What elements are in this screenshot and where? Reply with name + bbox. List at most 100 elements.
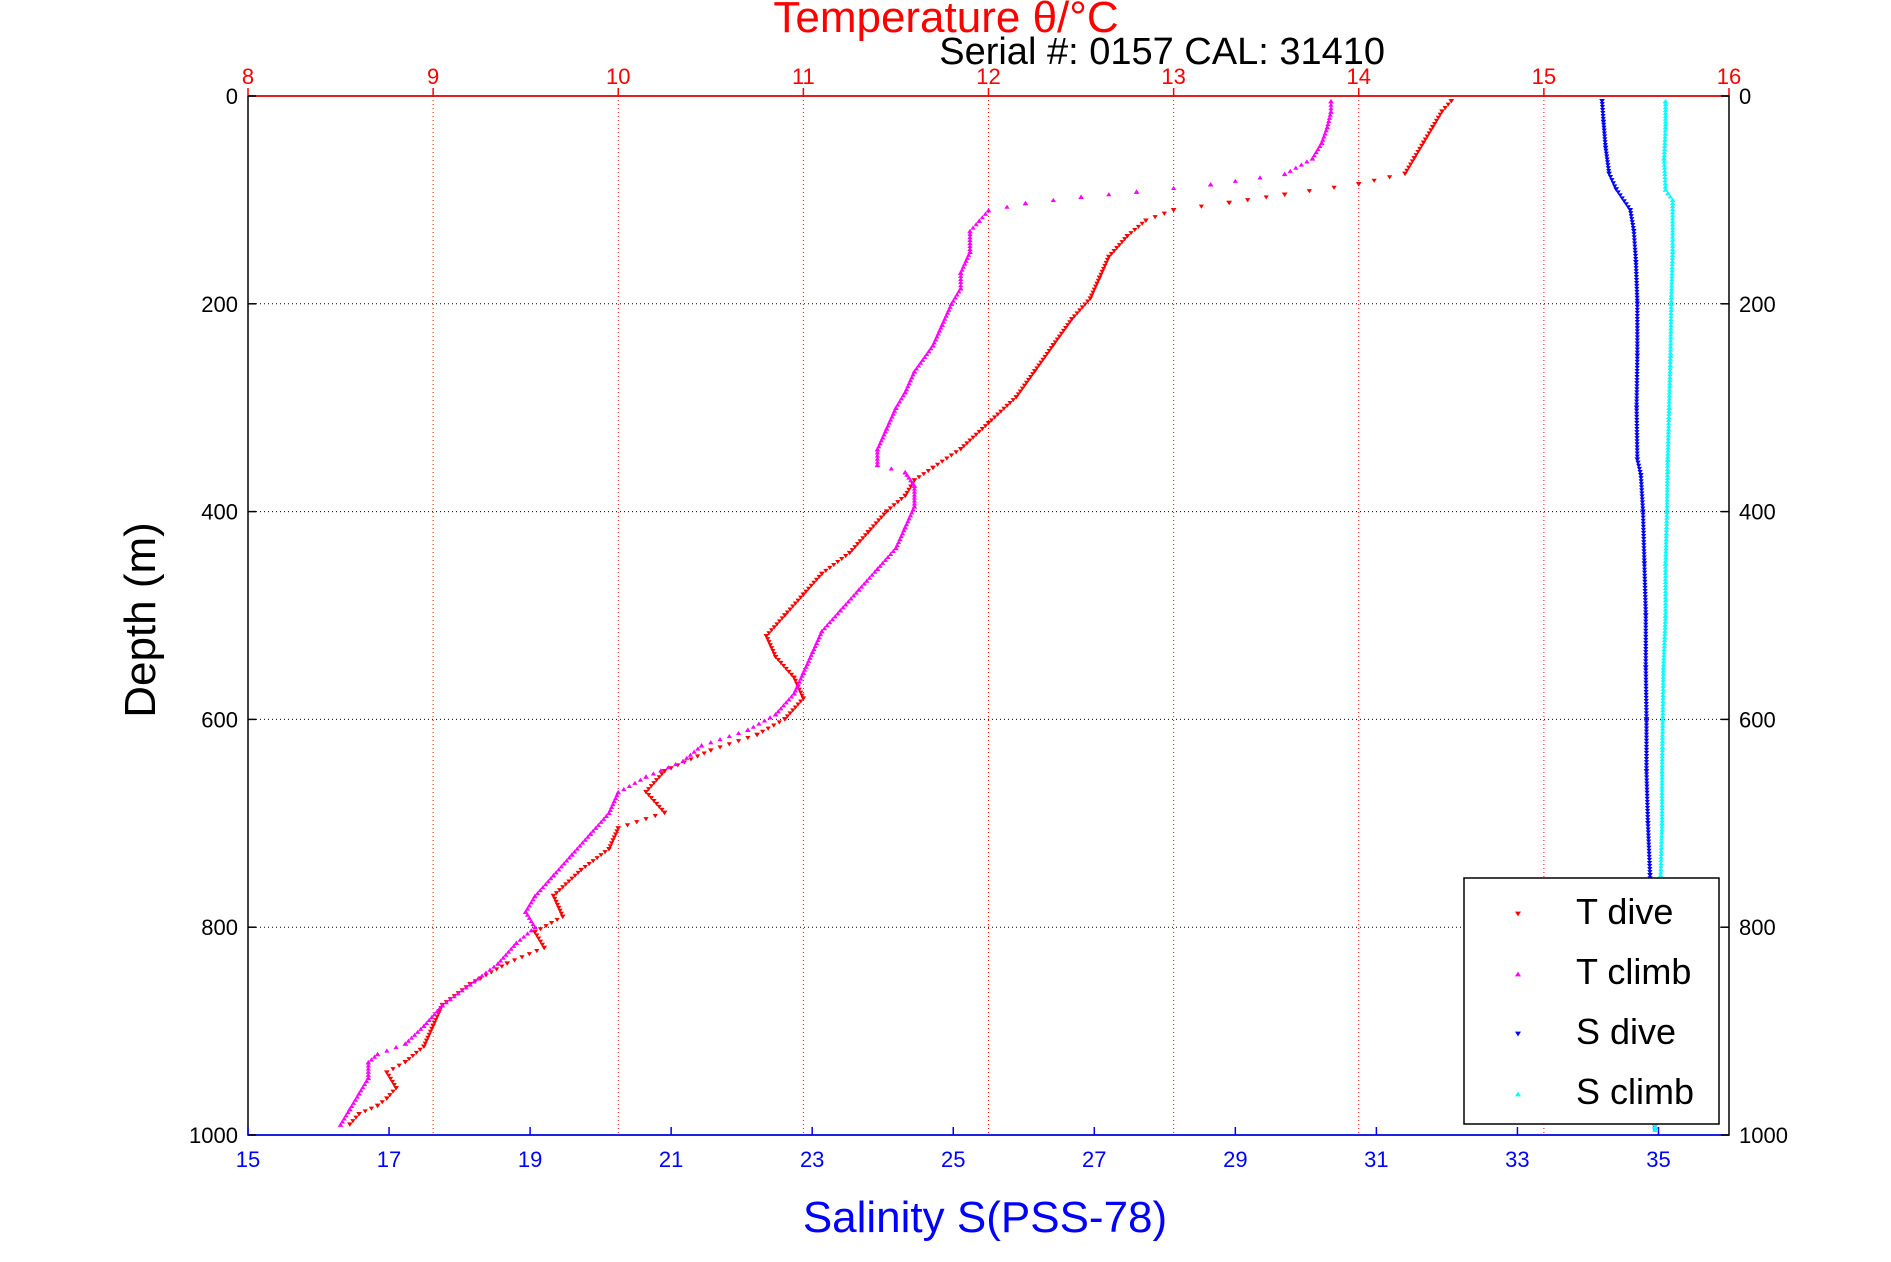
series-marker [1642,595,1648,600]
series-marker [928,346,934,351]
series-marker [717,737,723,742]
series-marker [750,724,756,729]
series-marker [363,1078,370,1084]
series-marker [1658,854,1664,859]
data-point [1662,613,1669,618]
series-marker [1634,304,1640,309]
series-marker [1634,420,1640,426]
data-point [522,909,529,914]
series-marker [1079,305,1085,310]
series-marker [1660,723,1666,728]
series-marker [1669,219,1676,224]
series-marker [735,739,742,744]
data-point [911,483,918,488]
series-marker [358,1088,364,1093]
data-point [800,670,807,675]
series-marker [1661,150,1668,155]
series-marker [877,563,883,568]
series-marker [687,752,694,757]
series-marker [906,487,912,492]
series-marker [1245,198,1251,203]
series-marker [1642,585,1648,591]
series-marker [911,486,918,491]
series-marker [1644,790,1650,795]
data-point [365,1060,372,1065]
series-marker [1632,244,1638,249]
series-marker [1669,237,1676,242]
series-marker [851,593,857,598]
series-marker [1646,848,1652,853]
temperature-tick-label: 11 [792,64,815,89]
series-marker [1442,106,1448,111]
series-marker [1661,659,1667,664]
series-marker [780,663,787,669]
series-marker [1646,854,1652,859]
series-marker [1050,197,1056,202]
series-marker [1668,292,1675,297]
series-marker [790,708,796,713]
series-marker [648,784,654,789]
series-marker [350,1119,356,1124]
data-point [1069,317,1075,322]
series-marker [1665,423,1672,429]
series-marker [368,1106,375,1111]
series-marker [1621,199,1627,204]
series-marker [1662,601,1669,606]
series-marker [958,283,964,288]
series-marker [835,559,841,565]
series-marker [1645,830,1651,835]
data-point [754,732,760,738]
series-marker [497,958,504,963]
series-marker [1634,320,1640,325]
series-marker [953,450,959,455]
series-marker [798,595,804,600]
series-marker [1644,787,1650,792]
series-marker [1643,729,1650,734]
series-marker [1643,735,1650,740]
series-marker [964,441,970,446]
series-marker [426,1032,432,1037]
series-marker [1406,165,1412,170]
series-marker [870,524,877,529]
depth-tick-label-left: 0 [226,84,238,109]
series-marker [1662,625,1668,630]
series-marker [1664,475,1670,481]
series-marker [911,498,918,503]
series-marker [1668,326,1674,331]
series-marker [1663,527,1670,533]
series-marker [918,360,924,365]
series-marker [695,746,701,751]
series-marker [1114,246,1120,251]
data-point [1207,182,1214,187]
series-marker [1669,280,1675,285]
series-marker [1435,115,1441,120]
series-marker [1640,512,1646,517]
series-marker [553,891,560,896]
series-marker [1662,567,1669,572]
series-marker [1662,171,1668,177]
series-marker [829,617,836,622]
series-marker [767,643,773,648]
series-marker [503,952,509,957]
series-marker [1643,711,1650,716]
data-point [1643,769,1650,774]
series-marker [387,1093,393,1098]
series-marker [447,997,453,1002]
series-marker [665,765,671,770]
series-marker [582,865,588,870]
series-marker [652,813,658,819]
series-marker [967,243,973,248]
series-marker [1662,607,1669,612]
series-t-dive [347,98,1455,1127]
series-marker [684,755,690,760]
series-marker [1665,454,1671,459]
series-marker [1628,214,1634,219]
series-marker [1662,622,1668,627]
series-marker [1034,366,1040,371]
series-marker [1669,261,1675,267]
series-marker [1641,564,1648,569]
data-point [791,691,797,696]
series-marker [1659,827,1665,832]
series-marker [866,575,873,580]
series-marker [1404,168,1410,173]
